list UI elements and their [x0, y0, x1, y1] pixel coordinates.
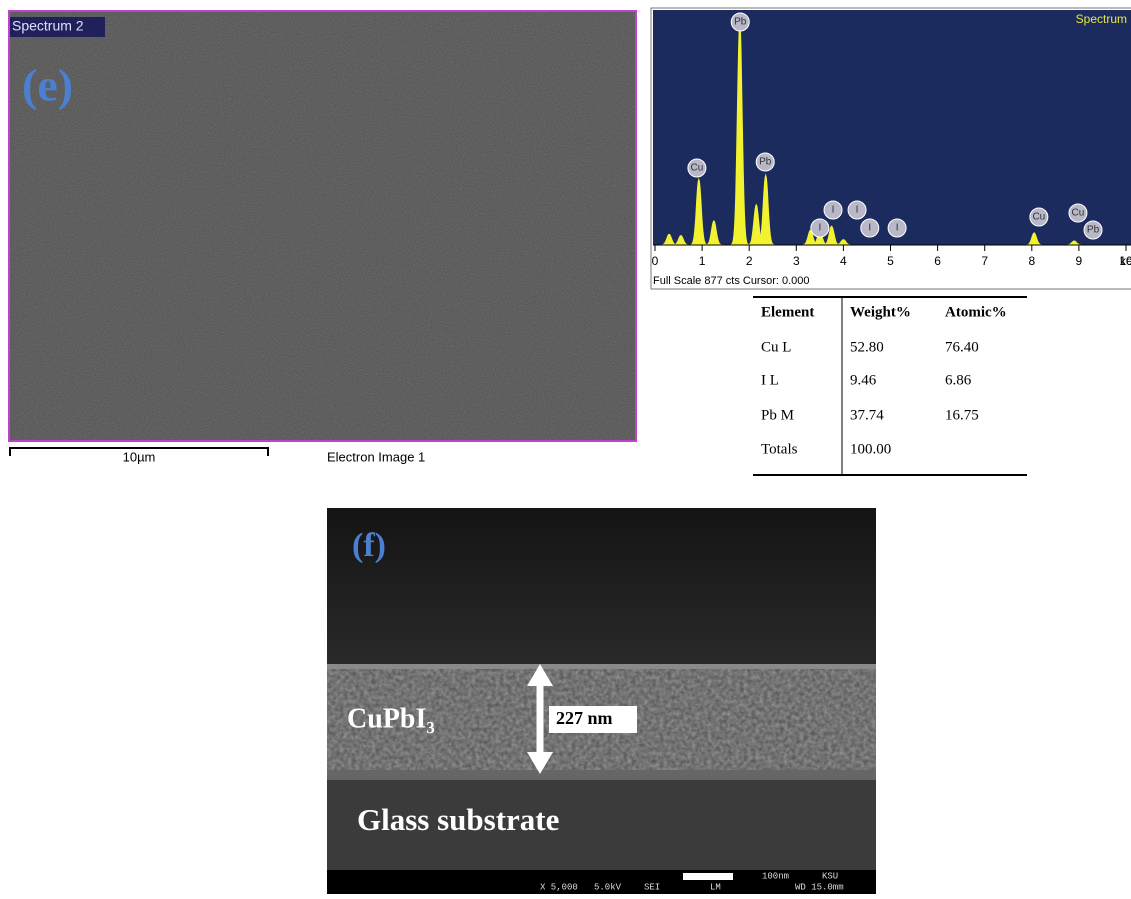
- info-text: 5.0kV: [594, 882, 622, 892]
- layer-label: CuPbI₃: [347, 703, 435, 734]
- table: Element Weight% Atomic% Cu L 52.80 76.40 I L 9.…: [753, 297, 1027, 475]
- marker-label: I: [868, 223, 871, 234]
- thickness-label: 227 nm: [556, 708, 613, 728]
- page: Spectrum 2 (e) 10µm Electron Image 1 Spe…: [0, 0, 1131, 894]
- info-text: SEI: [644, 882, 660, 892]
- figure: Spectrum 2 (e) 10µm Electron Image 1 Spe…: [0, 0, 1131, 894]
- x-tick-label: 1: [699, 254, 706, 268]
- table-cell: 9.46: [850, 372, 877, 388]
- x-tick-label: 9: [1076, 254, 1083, 268]
- x-tick-label: 7: [981, 254, 988, 268]
- x-tick-label: 3: [793, 254, 800, 268]
- spectrum-plot: [653, 10, 1131, 245]
- x-tick-label: 0: [652, 254, 659, 268]
- marker-label: Pb: [759, 157, 772, 168]
- marker-label: Cu: [691, 163, 704, 174]
- scale-bar: [683, 873, 733, 880]
- spectrum: Spectrum Full Scale 877 cts Cursor: 0.00…: [651, 8, 1131, 289]
- x-tick-label: 8: [1028, 254, 1035, 268]
- table-cell: I L: [761, 372, 779, 388]
- table-cell: Cu L: [761, 339, 791, 355]
- x-tick-label: 10: [1119, 254, 1131, 268]
- panel-label: (f): [352, 527, 386, 564]
- image-caption: Electron Image 1: [327, 449, 425, 464]
- marker-label: I: [832, 205, 835, 216]
- sem-texture: [10, 12, 635, 440]
- table-cell: 100.00: [850, 441, 891, 457]
- marker-label: Cu: [1072, 208, 1085, 219]
- scale-bar-label: 10µm: [123, 449, 156, 464]
- table-header: Weight%: [850, 304, 911, 320]
- organization: KSU: [822, 871, 838, 881]
- spectrum-footer: Full Scale 877 cts Cursor: 0.000: [653, 275, 810, 287]
- info-text: X 5,000: [540, 882, 578, 892]
- marker-label: Pb: [1087, 225, 1100, 236]
- x-tick-label: 4: [840, 254, 847, 268]
- table-cell: 76.40: [945, 339, 979, 355]
- info-text: WD 15.0mm: [795, 882, 844, 892]
- film-edge: [327, 664, 876, 669]
- marker-label: Pb: [734, 17, 747, 28]
- cross-section-image: X 5,000 5.0kV SEI LM WD 15.0mm 100nm KSU (f)…: [327, 508, 876, 894]
- table-cell: 16.75: [945, 407, 979, 423]
- marker-label: I: [896, 223, 899, 234]
- substrate-label: Glass substrate: [357, 802, 559, 837]
- interface: [327, 770, 876, 780]
- x-tick-label: 6: [934, 254, 941, 268]
- table-header: Atomic%: [945, 304, 1007, 320]
- table-cell: 6.86: [945, 372, 972, 388]
- marker-label: I: [856, 205, 859, 216]
- x-tick-label: 2: [746, 254, 753, 268]
- marker-label: I: [818, 223, 821, 234]
- info-text: LM: [710, 882, 721, 892]
- table-cell: Pb M: [761, 407, 794, 423]
- table-header: Element: [761, 304, 814, 320]
- table-cell: Totals: [761, 441, 798, 457]
- table-cell: 37.74: [850, 407, 884, 423]
- x-tick-label: 5: [887, 254, 894, 268]
- spectrum-title: Spectrum: [1076, 12, 1127, 26]
- scale-label: 100nm: [762, 871, 789, 881]
- background: [327, 508, 876, 668]
- table-cell: 52.80: [850, 339, 884, 355]
- marker-label: Cu: [1032, 212, 1045, 223]
- panel-label: (e): [22, 60, 73, 111]
- image-title: Spectrum 2: [12, 18, 84, 34]
